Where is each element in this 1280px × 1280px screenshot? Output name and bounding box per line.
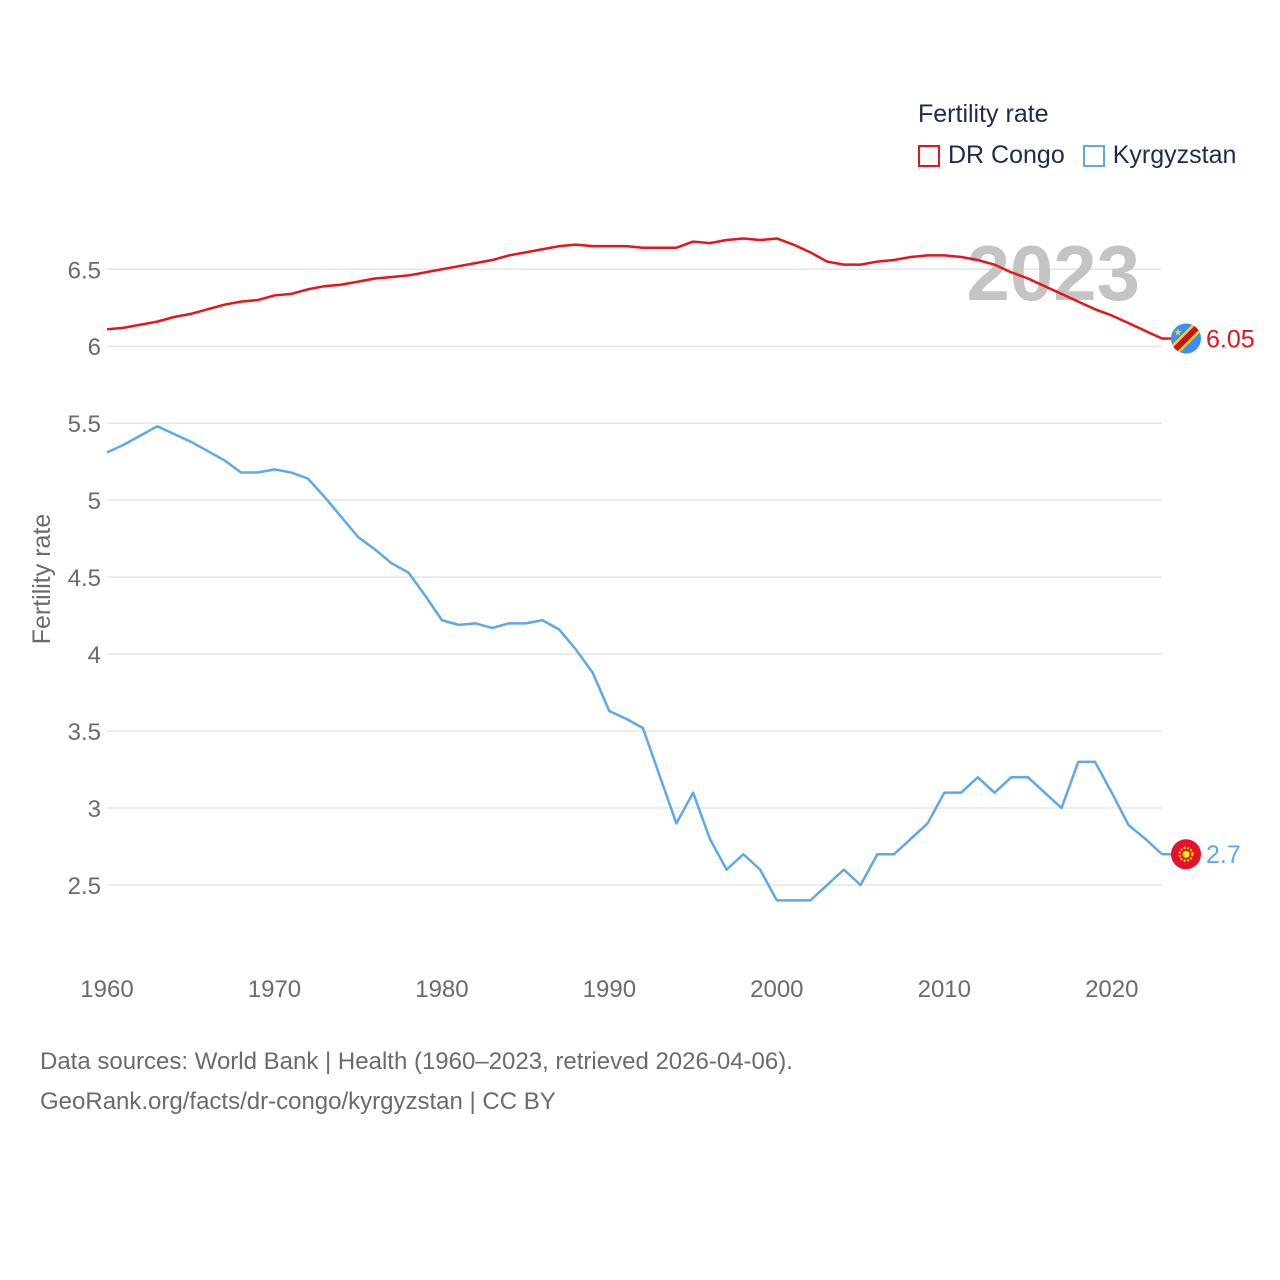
x-tick-label: 1970 <box>248 976 301 1003</box>
legend-label-kyrgyzstan: Kyrgyzstan <box>1112 141 1237 169</box>
y-axis-label: Fertility rate <box>28 514 56 645</box>
legend-swatch-kyrgyzstan <box>1082 144 1105 167</box>
legend-swatch-dr-congo <box>918 144 940 167</box>
y-tick-label: 2.5 <box>68 873 101 900</box>
svg-text:★: ★ <box>1174 328 1183 339</box>
series-line-dr-congo[interactable] <box>106 237 1163 340</box>
y-tick-label: 6 <box>88 334 101 361</box>
y-tick-label: 4.5 <box>68 565 101 592</box>
y-tick-label: 5 <box>88 488 101 515</box>
year-watermark: 2023 <box>966 229 1140 317</box>
x-tick-label: 1960 <box>80 976 133 1003</box>
legend-item-kyrgyzstan[interactable]: Kyrgyzstan <box>1082 141 1237 170</box>
series-line-kyrgyzstan[interactable] <box>106 425 1163 902</box>
y-tick-label: 3.5 <box>68 719 101 746</box>
legend-label-dr-congo: DR Congo <box>948 141 1065 169</box>
y-tick-label: 6.5 <box>68 257 101 284</box>
y-tick-label: 5.5 <box>68 411 101 438</box>
footer: Data sources: World Bank | Health (1960–… <box>40 1042 793 1122</box>
legend: Fertility rate DR Congo Kyrgyzstan <box>918 100 1254 170</box>
x-tick-label: 1990 <box>583 976 636 1003</box>
legend-item-dr-congo[interactable]: DR Congo <box>918 141 1065 170</box>
dr-congo-flag-icon: ★ <box>1171 323 1201 354</box>
kyrgyzstan-flag-icon <box>1171 839 1201 870</box>
series-lines <box>106 237 1163 902</box>
y-tick-label: 4 <box>88 642 101 669</box>
x-tick-label: 2000 <box>750 976 803 1003</box>
y-tick-label: 3 <box>88 796 101 823</box>
footer-sources: Data sources: World Bank | Health (1960–… <box>40 1048 793 1075</box>
legend-title: Fertility rate <box>918 100 1049 128</box>
series-end-markers: ★ 6.05 2.7 <box>1162 323 1255 870</box>
x-tick-label: 2020 <box>1085 976 1138 1003</box>
x-tick-label: 2010 <box>918 976 971 1003</box>
x-tick-label: 1980 <box>415 976 468 1003</box>
footer-link: GeoRank.org/facts/dr-congo/kyrgyzstan | … <box>40 1088 556 1115</box>
end-value-label-kyrgyzstan: 2.7 <box>1206 841 1241 869</box>
end-value-label-dr-congo: 6.05 <box>1206 326 1255 354</box>
grid-lines <box>107 268 1162 886</box>
x-axis-ticks: 1960 1970 1980 1990 2000 2010 2020 <box>80 976 1138 1003</box>
y-axis-ticks: 2.5 3 3.5 4 4.5 5 5.5 6 6.5 <box>68 257 101 900</box>
